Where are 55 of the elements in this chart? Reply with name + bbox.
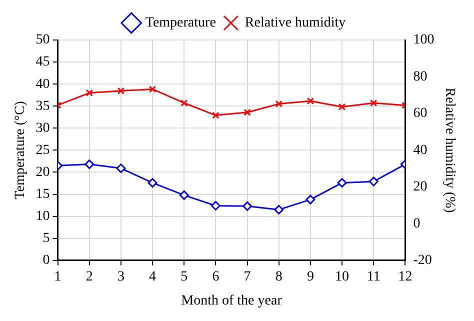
point [275,100,282,108]
y-tick-label: 35 [36,98,50,114]
y-tick-label: 5 [42,231,50,246]
x-tick-label: 4 [149,269,156,284]
point [180,99,188,107]
legend-label: Relative humidity [244,16,346,31]
y2-tick-label: 80 [413,69,428,84]
y2-tick-label: -20 [413,253,432,268]
x-tick-label: 8 [275,269,282,284]
x-tick-label: 9 [306,269,314,284]
y2-axis-title: Relative humidity (%) [442,88,457,214]
point [306,194,316,204]
point [338,103,346,110]
point [306,97,314,105]
y-tick-label: 25 [36,142,50,158]
point [117,87,125,94]
x-tick-label: 11 [366,269,380,284]
point [179,190,189,200]
y-tick-label: 40 [36,76,50,92]
y-tick-label: 45 [36,54,50,70]
y2-tick-label: 20 [413,180,428,195]
y-tick-label: 10 [36,208,50,224]
legend-label: Temperature [145,16,216,31]
point [242,201,252,211]
point [370,99,378,107]
point [86,89,93,96]
point [116,164,126,174]
y-axis-title: Temperature (°C) [13,100,28,200]
x-tick-label: 3 [117,269,124,284]
y-tick-label: 50 [36,32,50,48]
x-tick-label: 10 [335,269,350,284]
x-axis-title: Month of the year [181,293,282,308]
point [84,160,94,170]
point [148,178,158,188]
x-tick-label: 5 [180,269,188,284]
y-tick-label: 15 [36,186,50,202]
y2-tick-label: 60 [413,106,428,122]
y2-tick-label: 100 [413,32,434,48]
point [210,200,220,210]
point [244,108,251,116]
x-tick-label: 1 [54,269,62,284]
x-tick-label: 6 [212,269,220,284]
y-tick-label: 0 [42,253,50,268]
x-tick-label: 7 [244,269,251,284]
point [337,178,347,188]
y-tick-label: 20 [36,164,50,180]
point [212,112,220,119]
x-tick-label: 12 [398,269,412,284]
point [368,176,378,186]
point [274,204,284,214]
point [148,86,156,93]
y-tick-label: 30 [36,120,50,136]
y2-tick-label: 0 [413,216,420,232]
x-tick-label: 2 [86,269,93,284]
y2-tick-label: 40 [413,142,428,158]
